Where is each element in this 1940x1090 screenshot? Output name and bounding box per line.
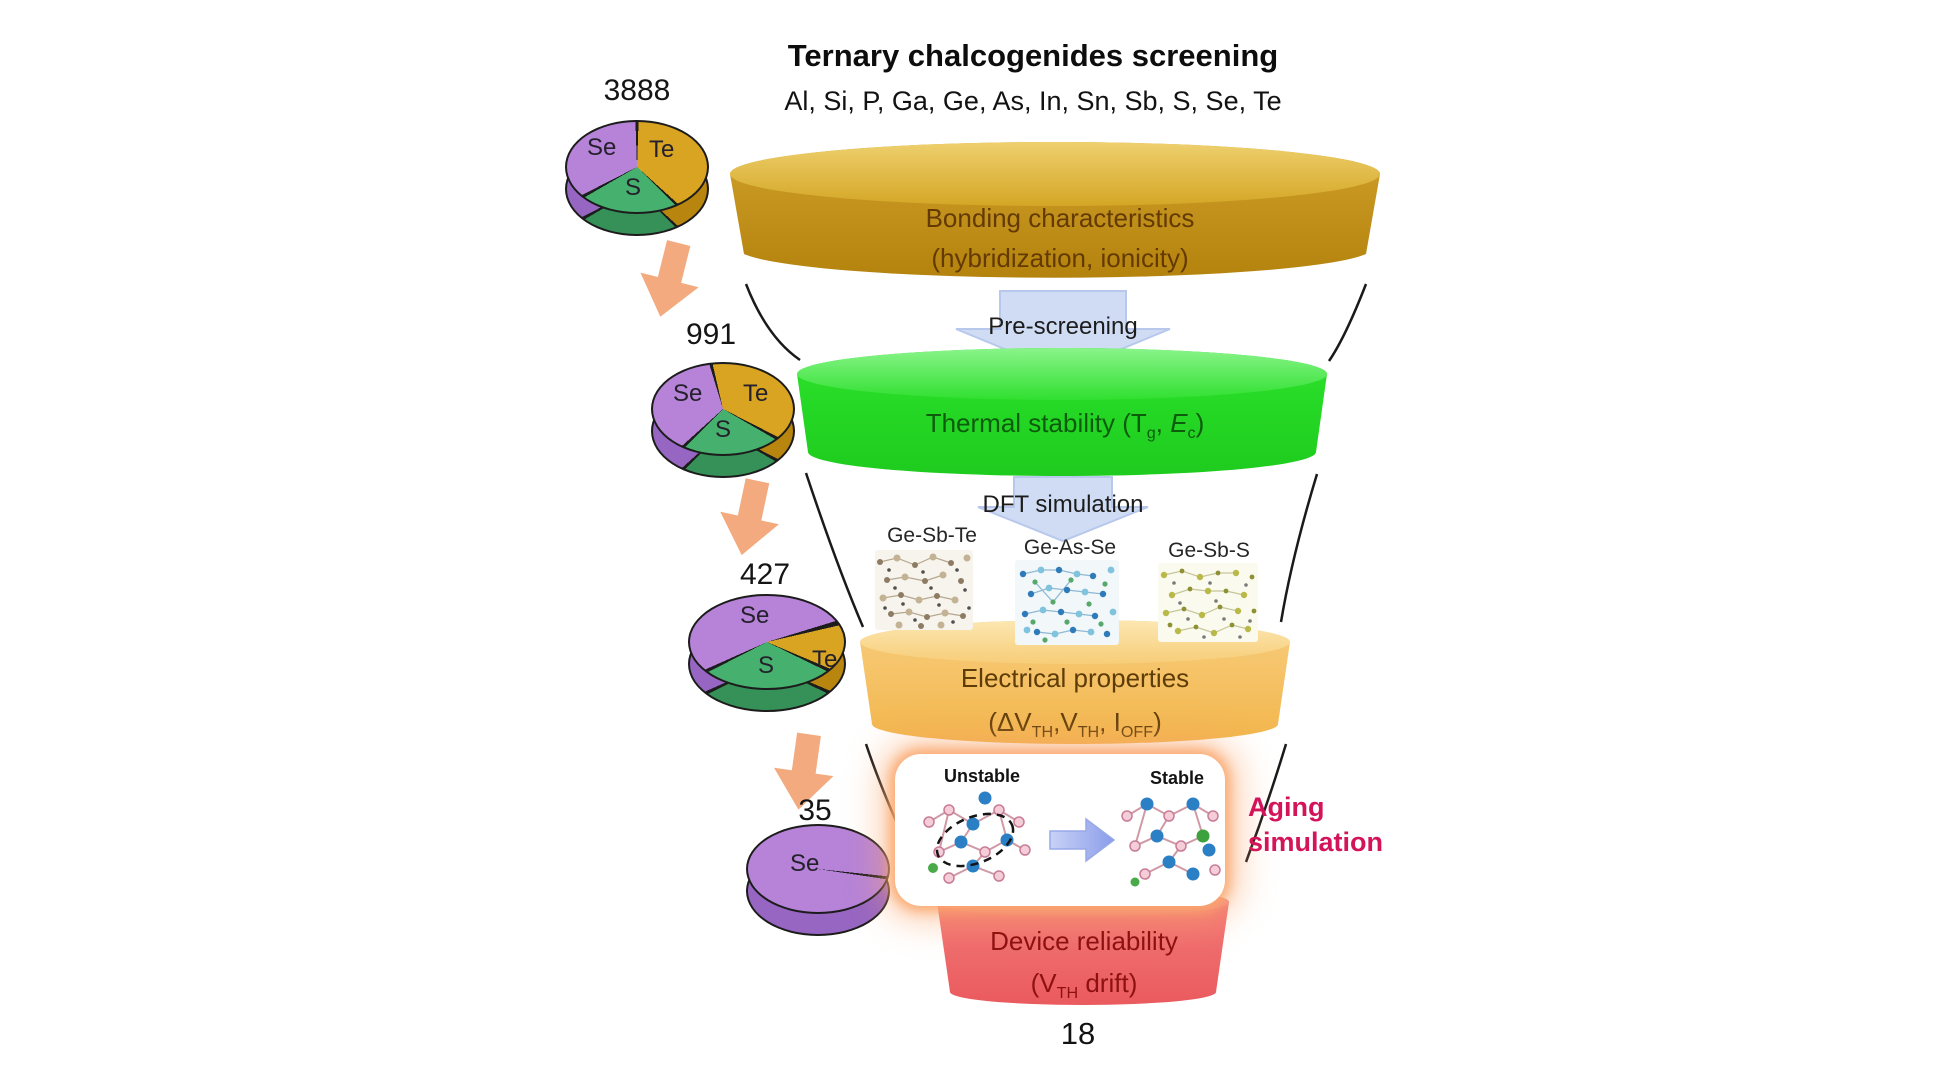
stage-electrical-label: Electrical properties (ΔVTH,VTH, IOFF): [870, 656, 1280, 744]
pie-face: [651, 362, 795, 456]
pie-face: [565, 120, 709, 214]
material-label-ge-as-se: Ge-As-Se: [1023, 536, 1117, 559]
stage-device-line1: Device reliability: [990, 926, 1178, 956]
thermal-text: Thermal stability (T: [925, 408, 1147, 438]
flow-arrow-3: [774, 732, 834, 810]
structure-image-ge-as-se: [1015, 560, 1119, 645]
count-35: 35: [798, 794, 832, 827]
stable-label: Stable: [1149, 768, 1205, 788]
pie-slice-label-se: Se: [587, 134, 617, 161]
count-3888: 3888: [603, 74, 671, 107]
structure-image-ge-sb-te: [875, 550, 973, 630]
electrical-sub-th2: TH: [1077, 723, 1100, 742]
stage-electrical-line2: (ΔVTH,VTH, IOFF): [870, 700, 1280, 744]
aging-caption-line2: simulation: [1248, 827, 1384, 857]
pie-chart-427: Se Te S: [688, 594, 846, 714]
flow-arrow-2: [720, 478, 779, 556]
stage-device-label: Device reliability (VTH drift): [938, 920, 1230, 1004]
count-18: 18: [1060, 1016, 1096, 1051]
funnel-stage-thermal-shape: [797, 348, 1327, 476]
aging-arrow-icon: [1049, 817, 1116, 863]
thermal-E: E: [1170, 408, 1188, 438]
unstable-label: Unstable: [943, 766, 1021, 786]
dft-label: DFT simulation: [982, 491, 1144, 518]
flow-arrows: [640, 240, 834, 810]
dft-arrow: [977, 476, 1149, 543]
pie-slice-label-s: S: [625, 174, 642, 201]
stage-device-line2: (VTH drift): [938, 962, 1230, 1004]
pie-slice-label-se: Se: [740, 602, 770, 629]
electrical-p1: (ΔV: [988, 707, 1032, 737]
structure-image-ge-sb-s: [1158, 563, 1258, 642]
stage-thermal-label: Thermal stability (Tg, Ec): [810, 408, 1320, 443]
pie-slice-label-se: Se: [673, 380, 703, 407]
device-sub-th: TH: [1056, 984, 1079, 1003]
funnel-stage-bonding-shape: [730, 142, 1380, 278]
page-title: Ternary chalcogenides screening: [787, 38, 1279, 73]
electrical-sub-th1: TH: [1031, 723, 1054, 742]
electrical-sub-off: OFF: [1120, 723, 1154, 742]
count-991: 991: [685, 318, 737, 351]
pie-slice-label-te: Te: [812, 646, 838, 673]
pie-chart-3888: Se Te S: [565, 120, 709, 238]
electrical-p3: , I: [1099, 707, 1121, 737]
thermal-sub-g: g: [1146, 424, 1156, 443]
stage-electrical-line1: Electrical properties: [960, 663, 1190, 693]
material-label-ge-sb-s: Ge-Sb-S: [1168, 539, 1250, 562]
device-p2: drift): [1078, 968, 1138, 998]
stable-structure-image: [1121, 797, 1221, 887]
pie-slice-label-se: Se: [790, 850, 820, 877]
material-label-ge-sb-te: Ge-Sb-Te: [887, 524, 977, 547]
unstable-region-ellipse: [935, 812, 1015, 868]
pie-slice-label-te: Te: [649, 136, 675, 163]
stage-bonding-line1: Bonding characteristics: [925, 203, 1195, 233]
device-p1: (V: [1030, 968, 1057, 998]
electrical-p4: ): [1153, 707, 1162, 737]
flow-arrow-1: [640, 240, 699, 317]
count-427: 427: [739, 558, 791, 591]
pie-chart-35: Se: [746, 824, 890, 936]
pie-slice-label-s: S: [758, 652, 775, 679]
pie-slice-label-s: S: [715, 416, 732, 443]
unstable-structure-image: [923, 791, 1031, 884]
funnel-outline: [744, 283, 1368, 863]
elements-subtitle: Al, Si, P, Ga, Ge, As, In, Sn, Sb, S, Se…: [784, 86, 1282, 116]
thermal-comma: ,: [1155, 408, 1171, 438]
aging-simulation-caption: Aging simulation: [1248, 790, 1448, 860]
electrical-p2: ,V: [1053, 707, 1078, 737]
prescreening-label: Pre-screening: [988, 313, 1138, 340]
pie-chart-991: Se Te S: [651, 362, 795, 480]
pie-face: [746, 824, 890, 914]
pie-face: [688, 594, 846, 690]
stage-bonding-label: Bonding characteristics (hybridization, …: [760, 198, 1360, 278]
stage-bonding-line2: (hybridization, ionicity): [931, 243, 1189, 273]
pie-slice-label-te: Te: [743, 380, 769, 407]
aging-caption-line1: Aging: [1248, 792, 1325, 822]
thermal-sub-c: c: [1187, 424, 1196, 443]
thermal-close-paren: ): [1195, 408, 1205, 438]
